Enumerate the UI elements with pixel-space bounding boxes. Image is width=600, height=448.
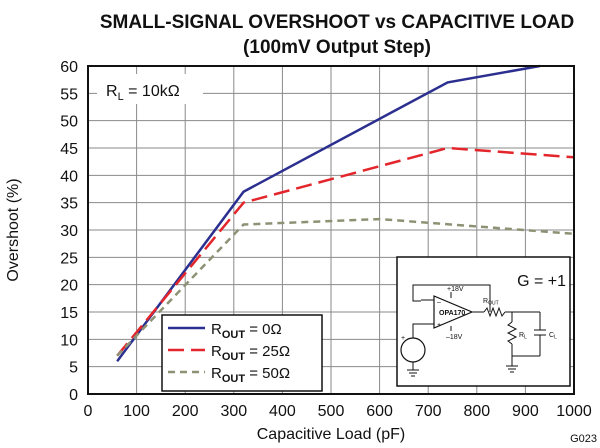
y-tick-label: 15 [60, 305, 78, 322]
y-tick-labels: 0 5 10 15 20 25 30 35 40 45 50 55 60 [60, 59, 78, 404]
x-tick-label: 100 [123, 403, 150, 420]
y-tick-label: 40 [60, 168, 78, 185]
legend-label: ROUT = 0Ω [211, 321, 282, 341]
x-tick-label: 900 [512, 403, 539, 420]
y-tick-label: 30 [60, 223, 78, 240]
signal-source-icon [400, 337, 426, 363]
y-tick-label: 55 [60, 86, 78, 103]
inset-circuit: G = +1 – [396, 256, 571, 387]
x-tick-labels: 0 100 200 300 400 500 600 700 800 900 1000 [84, 403, 592, 420]
y-tick-label: 50 [60, 114, 78, 131]
x-tick-label: 500 [318, 403, 345, 420]
plot-frame [87, 65, 575, 395]
rl-annotation-main: R [106, 83, 118, 100]
y-tick-label: 0 [69, 387, 78, 404]
supply-negative-label: –18V [446, 334, 463, 341]
rl-annotation: RL = 10kΩ [97, 74, 203, 104]
chart-subtitle: (100mV Output Step) [243, 37, 431, 58]
x-tick-label: 1000 [556, 403, 592, 420]
legend-label: ROUT = 25Ω [211, 343, 290, 363]
opamp-minus: – [437, 299, 441, 306]
source-plus: + [401, 335, 405, 342]
circuit-wires [407, 284, 546, 377]
legend-label: ROUT = 50Ω [211, 365, 290, 385]
opamp-plus: + [437, 322, 441, 329]
y-tick-label: 45 [60, 141, 78, 158]
x-tick-label: 800 [463, 403, 490, 420]
x-tick-label: 700 [415, 403, 442, 420]
series-line [116, 146, 575, 357]
inset-box [396, 256, 571, 387]
opamp-symbol [433, 295, 474, 329]
y-tick-label: 10 [60, 332, 78, 349]
rl-annotation-sub: L [118, 91, 124, 103]
rout-label: ROUT [483, 298, 499, 307]
y-tick-label: 20 [60, 278, 78, 295]
figure-code: G023 [570, 433, 597, 445]
rl-label: RL [519, 332, 527, 341]
series-line [116, 64, 541, 362]
y-tick-label: 25 [60, 250, 78, 267]
x-tick-label: 600 [366, 403, 393, 420]
supply-positive-label: +18V [447, 286, 464, 293]
chart-title: SMALL-SIGNAL OVERSHOOT vs CAPACITIVE LOA… [100, 12, 574, 33]
cl-label: CL [549, 332, 557, 341]
x-axis-label: Capacitive Load (pF) [257, 426, 406, 443]
opamp-part-label: OPA170 [439, 310, 465, 317]
x-tick-label: 300 [220, 403, 247, 420]
x-tick-label: 0 [84, 403, 93, 420]
y-tick-label: 5 [69, 360, 78, 377]
svg-text:RL = 10kΩ: RL = 10kΩ [106, 83, 180, 103]
gain-label: G = +1 [517, 273, 566, 290]
y-tick-label: 35 [60, 196, 78, 213]
x-tick-label: 200 [172, 403, 199, 420]
y-tick-label: 60 [60, 59, 78, 76]
rl-annotation-rest: = 10kΩ [124, 83, 180, 100]
series-lines [116, 64, 575, 362]
x-tick-label: 400 [269, 403, 296, 420]
y-axis-label: Overshoot (%) [5, 178, 22, 281]
